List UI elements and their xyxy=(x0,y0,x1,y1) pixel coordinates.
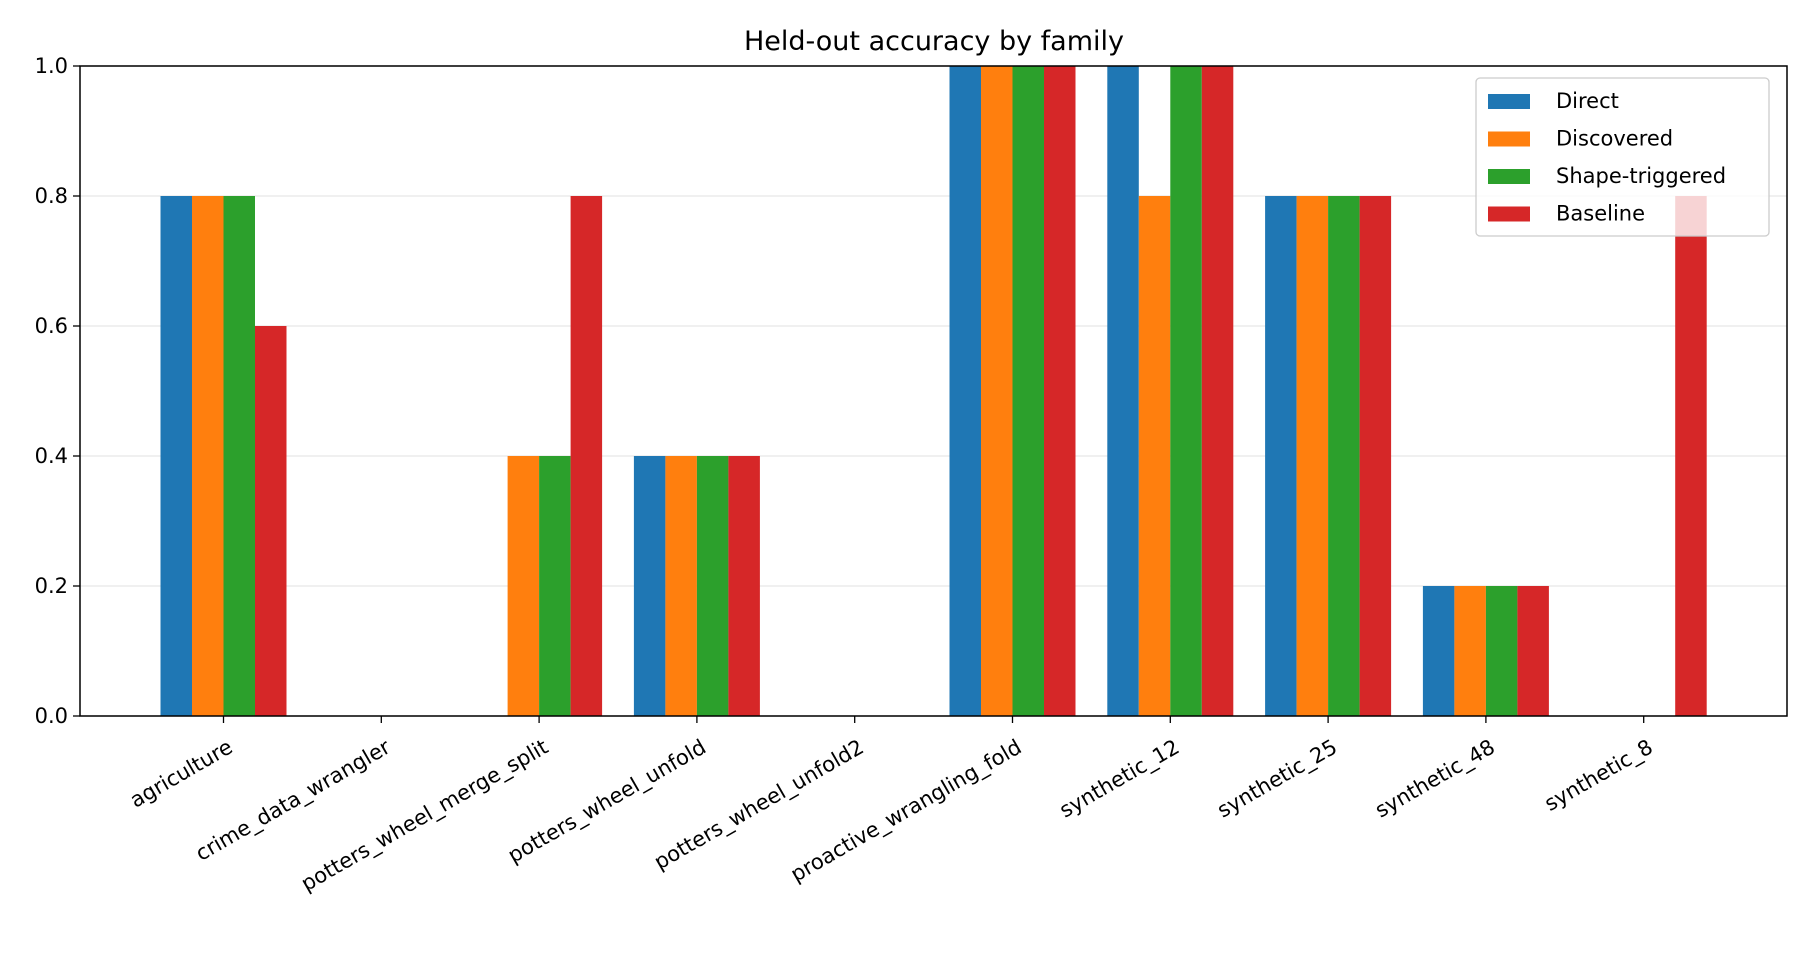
bar-shape-triggered-synthetic-12 xyxy=(1170,66,1202,716)
bar-baseline-potters-wheel-merge-split xyxy=(570,196,603,716)
legend-swatch xyxy=(1488,94,1530,109)
y-tick-label: 0.6 xyxy=(35,314,68,338)
bar-direct-synthetic-25 xyxy=(1265,196,1297,716)
legend-swatch xyxy=(1488,169,1530,184)
bar-baseline-agriculture xyxy=(255,326,287,716)
bar-discovered-proactive-wrangling-fold xyxy=(981,66,1013,716)
bar-discovered-synthetic-12 xyxy=(1138,196,1171,716)
y-tick-label: 0.2 xyxy=(35,574,68,598)
legend-swatch xyxy=(1488,206,1530,222)
legend-label: Direct xyxy=(1556,89,1619,113)
y-tick-label: 0.4 xyxy=(35,444,68,468)
legend: Direct Discovered Shape-triggered Baseline xyxy=(1475,77,1770,237)
bar-discovered-potters-wheel-unfold xyxy=(665,456,697,716)
y-axis: 0.0 0.2 0.4 0.6 0.8 1.0 xyxy=(35,54,80,728)
legend-swatch xyxy=(1488,131,1530,147)
bar-baseline-potters-wheel-unfold xyxy=(728,456,760,716)
bar-baseline-synthetic-8 xyxy=(1675,196,1707,716)
bar-baseline-proactive-wrangling-fold xyxy=(1044,66,1076,716)
bar-shape-triggered-synthetic-48 xyxy=(1485,586,1518,716)
y-tick-label: 0.8 xyxy=(35,184,68,208)
chart-title: Held-out accuracy by family xyxy=(744,26,1124,57)
legend-label: Baseline xyxy=(1556,202,1645,226)
y-tick-label: 1.0 xyxy=(35,54,68,78)
bar-shape-triggered-potters-wheel-unfold xyxy=(696,456,729,716)
bar-shape-triggered-synthetic-25 xyxy=(1328,196,1360,716)
bar-baseline-synthetic-25 xyxy=(1359,196,1392,716)
bar-direct-synthetic-12 xyxy=(1107,66,1139,716)
bar-discovered-synthetic-25 xyxy=(1296,196,1329,716)
legend-label: Shape-triggered xyxy=(1556,164,1726,188)
bar-discovered-synthetic-48 xyxy=(1454,586,1486,716)
bar-direct-proactive-wrangling-fold xyxy=(949,66,981,716)
bar-discovered-potters-wheel-merge-split xyxy=(507,456,540,716)
legend-label: Discovered xyxy=(1556,127,1673,151)
bar-baseline-synthetic-12 xyxy=(1201,66,1234,716)
bar-shape-triggered-proactive-wrangling-fold xyxy=(1012,66,1044,716)
bars xyxy=(160,66,1707,716)
bar-baseline-synthetic-48 xyxy=(1517,586,1549,716)
bar-direct-synthetic-48 xyxy=(1422,586,1455,716)
plot-frame xyxy=(79,65,1788,717)
y-tick-label: 0.0 xyxy=(35,704,68,728)
bar-direct-potters-wheel-unfold xyxy=(633,456,666,716)
bar-shape-triggered-potters-wheel-merge-split xyxy=(539,456,571,716)
bar-discovered-agriculture xyxy=(192,196,224,716)
bar-shape-triggered-agriculture xyxy=(223,196,255,716)
legend-box xyxy=(1475,77,1770,237)
bar-direct-agriculture xyxy=(160,196,192,716)
